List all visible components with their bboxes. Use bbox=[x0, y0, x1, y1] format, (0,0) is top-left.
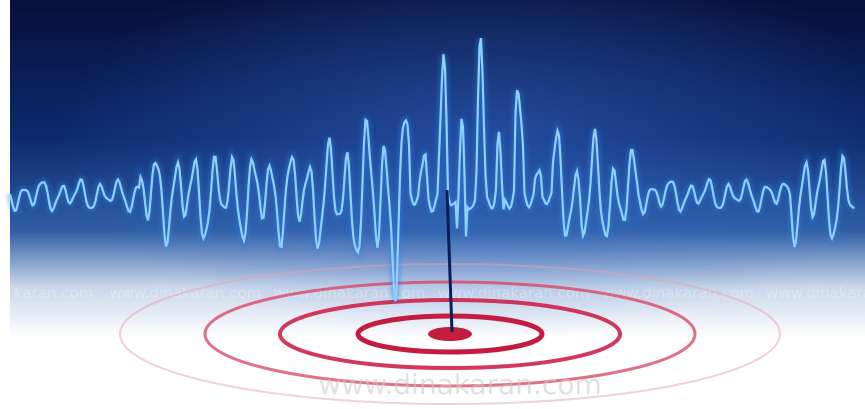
watermark-row-item: www.dinakaran.com bbox=[602, 284, 754, 302]
watermark-row-item: www.dinakaran.com bbox=[274, 284, 426, 302]
needle bbox=[445, 189, 454, 333]
watermark-row-item: www.dinakaran.com bbox=[766, 284, 865, 302]
seismic-wave bbox=[7, 37, 856, 302]
watermark: www.dinakaran.com bbox=[318, 368, 602, 401]
watermark-row: karan.com www.dinakaran.com www.dinakaran.… bbox=[14, 284, 865, 302]
wave-line bbox=[8, 38, 855, 302]
watermark-row-item: www.dinakaran.com bbox=[438, 284, 590, 302]
watermark-row-item: karan.com bbox=[14, 284, 93, 302]
